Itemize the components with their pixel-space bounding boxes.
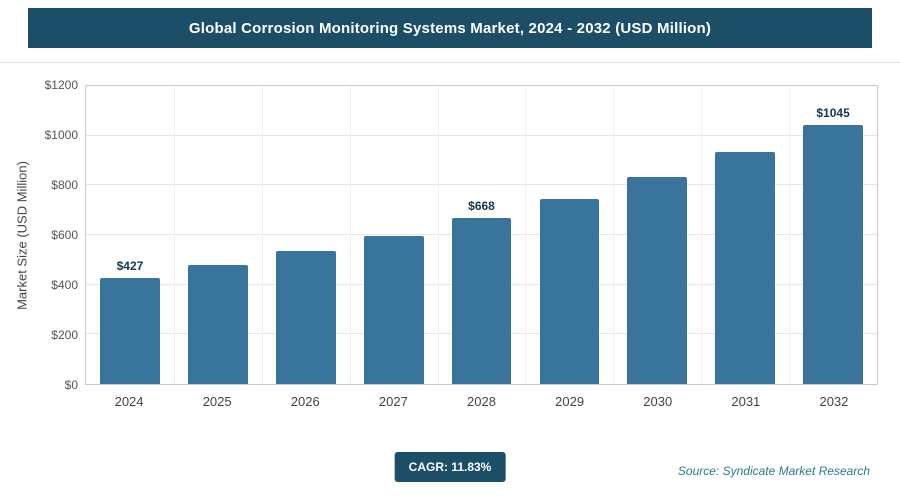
bar-column bbox=[174, 86, 262, 384]
x-tick-label: 2027 bbox=[378, 394, 408, 409]
y-axis-ticks: $0 $200 $400 $600 $800 $1000 $1200 bbox=[0, 78, 78, 392]
bar-value-label: $427 bbox=[116, 258, 144, 273]
chart-title-bar: Global Corrosion Monitoring Systems Mark… bbox=[28, 8, 872, 48]
source-attribution: Source: Syndicate Market Research bbox=[677, 464, 870, 478]
x-tick-label: 2032 bbox=[819, 394, 849, 409]
gridline bbox=[86, 184, 877, 186]
bar bbox=[627, 176, 688, 384]
bar-value-label: $1045 bbox=[816, 105, 850, 120]
bar-column bbox=[350, 86, 438, 384]
cagr-badge: CAGR: 11.83% bbox=[394, 452, 506, 482]
x-tick-label: 2024 bbox=[114, 394, 144, 409]
bar bbox=[187, 265, 248, 384]
bar bbox=[539, 198, 600, 384]
bar bbox=[100, 277, 160, 384]
x-tick-label: 2031 bbox=[731, 394, 761, 409]
gridline-vertical bbox=[261, 86, 263, 384]
x-tick-label: 2025 bbox=[202, 394, 232, 409]
x-tick-label: 2026 bbox=[290, 394, 320, 409]
bar bbox=[803, 124, 863, 384]
gridline bbox=[86, 134, 877, 136]
bar-value-label: $668 bbox=[468, 199, 495, 214]
gridline-vertical bbox=[349, 86, 351, 384]
x-tick-label: 2028 bbox=[467, 394, 496, 409]
plot-area: $427 $668 $1045 bbox=[85, 85, 878, 385]
gridline-vertical bbox=[525, 86, 527, 384]
bar-column: $427 bbox=[86, 86, 174, 384]
chart-title: Global Corrosion Monitoring Systems Mark… bbox=[188, 19, 712, 37]
y-tick-label: $800 bbox=[51, 178, 78, 193]
y-tick-label: $1200 bbox=[44, 78, 78, 92]
bar-column bbox=[701, 86, 789, 384]
bar bbox=[451, 218, 512, 384]
x-axis-labels: 2024 2025 2026 2027 2028 2029 2030 2031 2032 bbox=[85, 394, 878, 409]
gridline-vertical bbox=[173, 86, 175, 384]
bar-column: $1045 bbox=[789, 86, 877, 384]
x-tick-label: 2030 bbox=[643, 394, 673, 409]
y-tick-label: $0 bbox=[64, 378, 78, 392]
bar bbox=[275, 251, 336, 384]
x-tick-label: 2029 bbox=[555, 394, 585, 409]
gridline-vertical bbox=[789, 86, 791, 384]
bar bbox=[715, 152, 776, 384]
bar-column bbox=[262, 86, 350, 384]
y-tick-label: $600 bbox=[51, 228, 78, 242]
bar-column bbox=[525, 86, 613, 384]
gridline-vertical bbox=[701, 86, 703, 384]
bar-column bbox=[613, 86, 701, 384]
bar bbox=[363, 235, 424, 384]
bars-layer: $427 $668 $1045 bbox=[86, 86, 877, 384]
y-tick-label: $1000 bbox=[44, 128, 78, 142]
header-divider bbox=[0, 62, 900, 63]
gridline-vertical bbox=[437, 86, 439, 384]
gridline-vertical bbox=[613, 86, 615, 384]
bar-column: $668 bbox=[438, 86, 526, 384]
y-tick-label: $200 bbox=[51, 328, 78, 343]
y-tick-label: $400 bbox=[51, 278, 78, 293]
